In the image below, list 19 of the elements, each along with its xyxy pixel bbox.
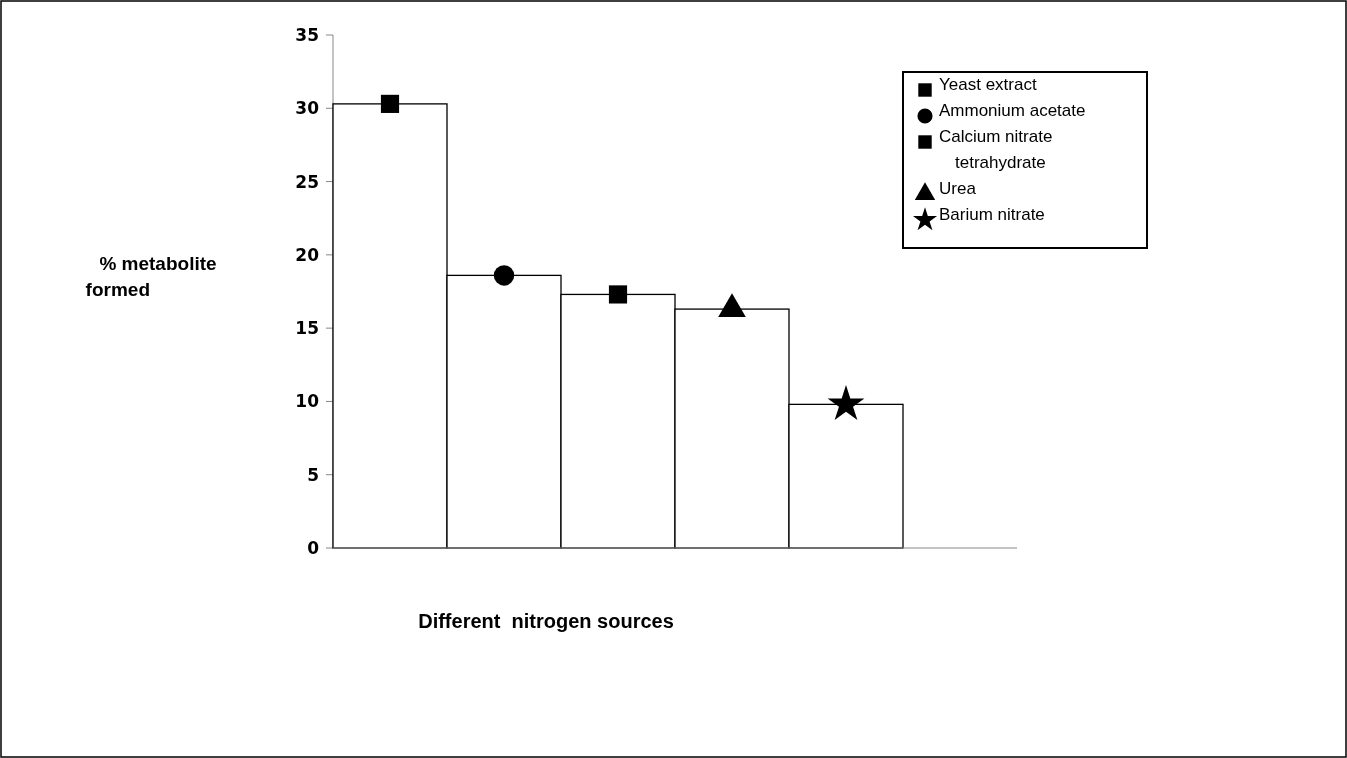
legend-label: Calcium nitrate tetrahydrate bbox=[939, 127, 1053, 172]
point bbox=[493, 265, 515, 286]
y-tick-label: 20 bbox=[295, 244, 320, 265]
legend-label: Barium nitrate bbox=[939, 205, 1045, 224]
point bbox=[608, 285, 628, 304]
legend-label: Ammonium acetate bbox=[939, 101, 1086, 120]
y-tick-label: 15 bbox=[295, 318, 319, 339]
point bbox=[380, 94, 400, 113]
y-tick-label: 25 bbox=[295, 171, 319, 192]
legend-label: Yeast extract bbox=[939, 75, 1037, 94]
y-tick-label: 0 bbox=[307, 537, 320, 558]
y-tick-label: 30 bbox=[295, 98, 320, 119]
y-tick-label: 10 bbox=[295, 391, 320, 412]
y-axis-title: % metabolite formed bbox=[85, 253, 217, 300]
legend-label: Urea bbox=[939, 179, 977, 198]
x-axis-title: Different nitrogen sources bbox=[418, 610, 674, 632]
point bbox=[827, 385, 865, 421]
y-tick-label: 5 bbox=[307, 464, 319, 485]
y-tick-label: 35 bbox=[295, 24, 319, 45]
